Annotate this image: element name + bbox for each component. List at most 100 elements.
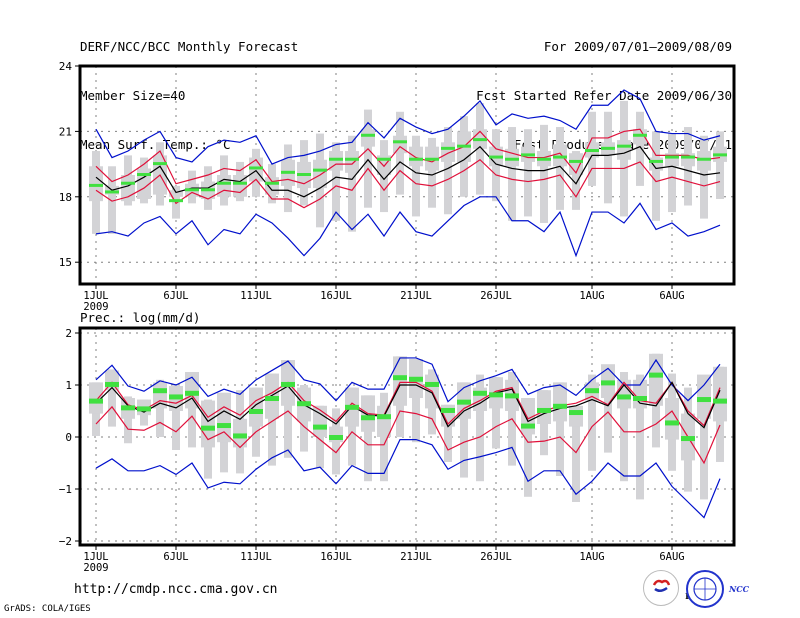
median-marker xyxy=(393,140,407,144)
y-tick-label: 21 xyxy=(59,125,72,138)
x-tick-label: 16JUL xyxy=(320,551,352,563)
whisker-bar xyxy=(556,127,564,210)
whisker-bar xyxy=(476,374,484,482)
x-tick-label: 16JUL xyxy=(320,290,352,302)
median-marker xyxy=(425,157,439,161)
median-marker xyxy=(473,138,487,142)
whisker-bar xyxy=(540,124,548,223)
source-url[interactable]: http://cmdp.ncc.cma.gov.cn xyxy=(74,582,278,597)
whisker-bar xyxy=(556,382,564,476)
median-marker xyxy=(537,407,551,413)
box-bar xyxy=(249,157,263,182)
box-bar xyxy=(633,129,647,145)
median-marker xyxy=(409,157,423,161)
whisker-bar xyxy=(364,395,372,482)
box-bar xyxy=(377,405,391,437)
box-bar xyxy=(617,379,631,409)
median-marker xyxy=(697,157,711,161)
whisker-bar xyxy=(492,377,500,449)
member-size: Member Size=40 xyxy=(80,88,186,103)
whisker-bar xyxy=(124,396,132,444)
median-marker xyxy=(137,406,151,412)
box-bar xyxy=(505,148,519,167)
median-marker xyxy=(585,149,599,153)
box-bar xyxy=(345,151,359,173)
x-tick-label: 21JUL xyxy=(400,290,432,302)
whisker-bar xyxy=(636,111,644,186)
upper-spread-line xyxy=(95,128,721,185)
whisker-bar xyxy=(108,369,116,427)
median-marker xyxy=(441,146,455,150)
median-marker xyxy=(457,144,471,148)
whisker-bar xyxy=(572,151,580,210)
box-bar xyxy=(233,418,247,448)
box-bar xyxy=(217,175,231,197)
whisker-bar xyxy=(524,398,532,497)
x-tick-label: 11JUL xyxy=(240,551,272,563)
box-bar xyxy=(265,177,279,195)
median-marker xyxy=(201,425,215,431)
x-tick-year-label: 2009 xyxy=(83,562,108,574)
bcc-logo: BCC xyxy=(643,570,705,606)
median-marker xyxy=(217,181,231,185)
median-marker xyxy=(377,157,391,161)
ensemble-mean-line xyxy=(95,145,721,198)
median-marker xyxy=(649,372,663,378)
box-bar xyxy=(329,151,343,171)
whisker-bar xyxy=(508,127,516,221)
median-marker xyxy=(185,188,199,192)
median-marker xyxy=(121,181,135,185)
median-marker xyxy=(585,388,599,394)
median-marker xyxy=(521,153,535,157)
x-tick-label: 6AUG xyxy=(659,290,684,302)
header-left: DERF/NCC/BCC Monthly Forecast Member Siz… xyxy=(80,12,298,166)
median-marker xyxy=(137,173,151,176)
y-tick-label: 0 xyxy=(65,431,72,444)
median-marker xyxy=(649,159,663,163)
median-marker xyxy=(105,381,119,387)
box-bar xyxy=(649,353,663,406)
box-bar xyxy=(233,175,247,197)
x-tick-label: 6AUG xyxy=(659,551,684,563)
x-tick-label: 1AUG xyxy=(579,290,604,302)
median-marker xyxy=(665,155,679,159)
box-bar xyxy=(665,398,679,440)
ensemble-mean-line xyxy=(95,381,721,429)
median-marker xyxy=(601,380,615,386)
whisker-bar xyxy=(412,359,420,443)
median-marker xyxy=(105,190,119,194)
whisker-bar xyxy=(716,131,724,199)
median-marker xyxy=(169,199,183,203)
median-marker xyxy=(89,398,103,404)
median-marker xyxy=(281,170,295,174)
whisker-bar xyxy=(588,374,596,471)
whisker-bar xyxy=(604,111,612,204)
whisker-bar xyxy=(284,360,292,458)
median-marker xyxy=(329,157,343,161)
plot-frame xyxy=(78,326,736,547)
median-marker xyxy=(537,157,551,161)
box-bar xyxy=(537,390,551,424)
y-tick-label: 2 xyxy=(65,327,72,340)
x-tick-label: 6JUL xyxy=(163,290,188,302)
whisker-bar xyxy=(348,135,356,232)
upper-spread-line xyxy=(95,381,721,427)
median-marker xyxy=(617,394,631,400)
chart-title: DERF/NCC/BCC Monthly Forecast xyxy=(80,39,299,54)
median-marker xyxy=(249,166,263,170)
median-marker xyxy=(633,396,647,401)
box-bar xyxy=(617,140,631,160)
box-bar xyxy=(201,400,215,448)
median-marker xyxy=(505,393,519,399)
lower-spread-line xyxy=(95,158,721,209)
ncc-globe-icon xyxy=(693,577,717,601)
panel-title: Prec.: log(mm/d) xyxy=(80,310,200,325)
whisker-bar xyxy=(700,382,708,500)
median-marker xyxy=(457,399,471,405)
median-marker xyxy=(377,414,391,420)
whisker-bar xyxy=(604,366,612,453)
median-marker xyxy=(441,407,455,413)
box-bar xyxy=(409,146,423,167)
whisker-bar xyxy=(172,385,180,450)
